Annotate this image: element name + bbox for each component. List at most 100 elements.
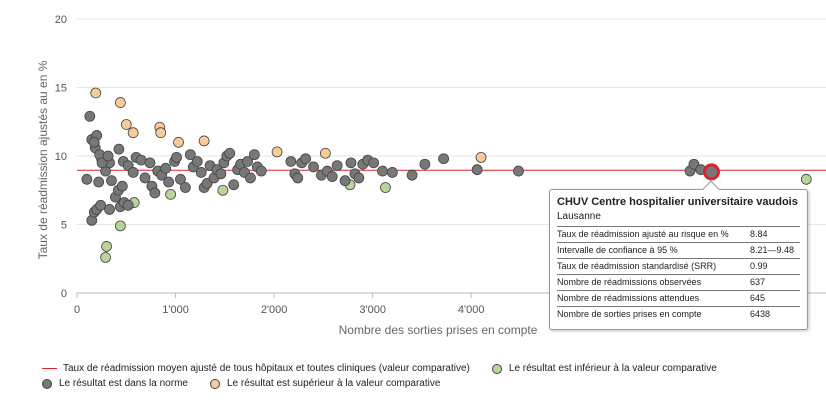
data-point-norm[interactable] [102, 150, 114, 162]
tooltip-row: Taux de réadmission ajusté au risque en … [557, 226, 800, 242]
tooltip-row: Nombre de sorties prises en compte 6438 [557, 306, 800, 322]
data-point-norm[interactable] [95, 199, 107, 211]
data-point-above[interactable] [127, 127, 139, 139]
norm-dot-icon [42, 378, 52, 389]
tooltip-row-label: Taux de réadmission standardisé (SRR) [557, 261, 717, 271]
data-point-norm[interactable] [122, 199, 134, 211]
data-point-norm[interactable] [88, 136, 100, 148]
tooltip-row-label: Nombre de sorties prises en compte [557, 309, 702, 319]
data-point-norm[interactable] [248, 149, 260, 161]
data-point-above[interactable] [198, 135, 210, 147]
highlighted-point[interactable] [702, 163, 720, 181]
data-point-norm[interactable] [135, 154, 147, 166]
tooltip-row-value: 645 [750, 293, 766, 303]
data-point-norm[interactable] [353, 172, 365, 184]
data-point-below[interactable] [165, 188, 177, 200]
tooltip-row-value: 8.84 [750, 229, 768, 239]
data-point-norm[interactable] [106, 175, 117, 187]
data-point-norm[interactable] [245, 172, 256, 184]
data-point-above[interactable] [120, 119, 132, 130]
legend-item-below[interactable]: Le résultat est inférieur à la valeur co… [491, 363, 717, 374]
data-point-norm[interactable] [377, 165, 388, 177]
data-point-norm[interactable] [368, 157, 380, 169]
data-point-norm[interactable] [406, 169, 418, 181]
data-point-norm[interactable] [339, 175, 351, 187]
data-point-above[interactable] [90, 87, 102, 99]
y-tick-label: 15 [55, 83, 67, 95]
data-point-norm[interactable] [144, 157, 156, 169]
x-tick-label: 4'000 [458, 304, 485, 316]
data-point-norm[interactable] [215, 168, 227, 180]
data-point-above[interactable] [271, 146, 283, 158]
data-point-norm[interactable] [285, 156, 297, 167]
y-tick-label: 5 [61, 220, 67, 232]
data-point-norm[interactable] [471, 164, 483, 176]
chart-legend: Taux de réadmission moyen ajusté de tous… [42, 361, 739, 391]
data-point-norm[interactable] [419, 158, 431, 170]
data-point-norm[interactable] [96, 157, 108, 169]
data-point-norm[interactable] [127, 167, 139, 178]
data-point-norm[interactable] [255, 165, 267, 177]
data-point-norm[interactable] [308, 161, 319, 173]
data-point-norm[interactable] [191, 156, 203, 167]
data-point-norm[interactable] [292, 172, 304, 184]
data-point-above[interactable] [173, 136, 184, 148]
legend-item-above[interactable]: Le résultat est supérieur à la valeur co… [209, 378, 441, 389]
tooltip-row-value: 0.99 [750, 261, 768, 271]
data-points [81, 87, 812, 263]
data-point-norm[interactable] [163, 176, 175, 188]
tooltip-row-value: 6438 [750, 309, 771, 319]
data-point-norm[interactable] [93, 176, 105, 188]
data-point-above[interactable] [155, 127, 167, 139]
data-point-norm[interactable] [116, 180, 128, 192]
data-point-norm[interactable] [513, 165, 524, 177]
legend-label: Le résultat est supérieur à la valeur co… [226, 378, 441, 389]
data-point-norm[interactable] [184, 149, 196, 161]
x-axis-title: Nombre des sorties prises en compte [339, 323, 538, 337]
data-point-norm[interactable] [195, 167, 207, 178]
tooltip-row-label: Intervalle de confiance à 95 % [557, 245, 678, 255]
data-point-below[interactable] [100, 251, 111, 263]
data-point-below[interactable] [101, 241, 112, 252]
tooltip-row-label: Taux de réadmission ajusté au risque en … [557, 229, 729, 239]
legend-label: Taux de réadmission moyen ajusté de tous… [63, 363, 470, 374]
legend-label: Le résultat est inférieur à la valeur co… [508, 363, 717, 374]
data-point-norm[interactable] [326, 171, 338, 182]
data-point-below[interactable] [380, 182, 391, 193]
legend-item-norm[interactable]: Le résultat est dans la norme [42, 378, 188, 389]
data-point-below[interactable] [114, 220, 126, 232]
data-point-below[interactable] [217, 184, 229, 196]
y-tick-label: 0 [61, 288, 67, 300]
data-point-norm[interactable] [438, 153, 450, 165]
data-point-above[interactable] [319, 147, 331, 159]
data-point-norm[interactable] [180, 182, 191, 193]
data-point-norm[interactable] [171, 151, 182, 163]
data-point-norm[interactable] [242, 156, 253, 167]
legend-label: Le résultat est dans la norme [59, 378, 188, 389]
data-point-norm[interactable] [300, 153, 312, 165]
data-point-norm[interactable] [104, 204, 115, 215]
data-point-norm[interactable] [160, 162, 172, 174]
data-point-norm[interactable] [175, 173, 186, 185]
data-point-norm[interactable] [84, 110, 96, 122]
data-point-norm[interactable] [81, 173, 93, 185]
data-point-norm[interactable] [228, 179, 240, 191]
data-point-norm[interactable] [149, 187, 161, 199]
data-point-norm[interactable] [224, 147, 236, 159]
data-point-below[interactable] [800, 173, 812, 185]
data-point-norm[interactable] [113, 143, 125, 155]
data-point-norm[interactable] [139, 172, 151, 184]
x-tick-label: 0 [74, 304, 80, 316]
legend-item-reference[interactable]: Taux de réadmission moyen ajusté de tous… [42, 363, 470, 374]
data-point-norm[interactable] [331, 160, 343, 171]
data-point-norm[interactable] [386, 167, 398, 178]
data-point-above[interactable] [475, 151, 487, 163]
y-tick-label: 20 [55, 14, 67, 26]
data-point-norm[interactable] [345, 157, 357, 169]
data-point-above[interactable] [114, 97, 126, 108]
x-axis: 0 1'000 2'000 3'000 4'000 [74, 293, 485, 316]
tooltip-row: Nombre de réadmissions attendues 645 [557, 290, 800, 306]
y-tick-label: 10 [55, 151, 67, 163]
tooltip-row-label: Nombre de réadmissions attendues [557, 293, 700, 303]
